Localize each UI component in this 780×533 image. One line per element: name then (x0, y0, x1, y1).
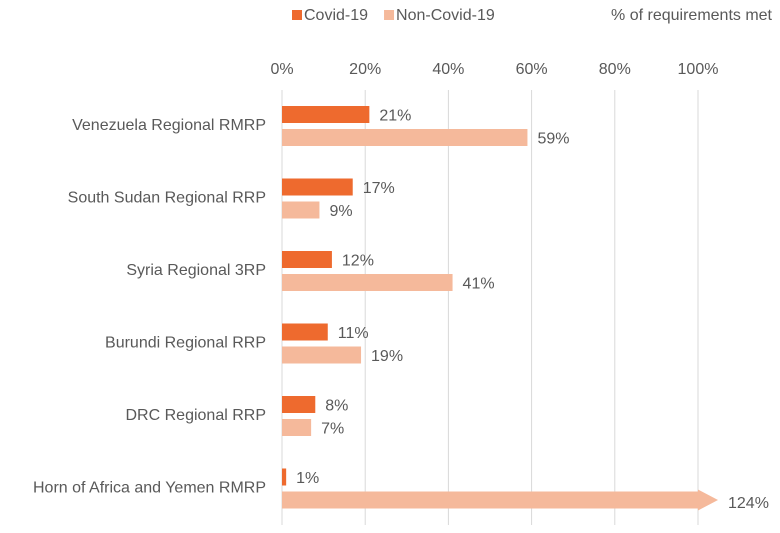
y-tick-label: DRC Regional RRP (126, 407, 267, 424)
bar (282, 201, 320, 219)
data-label: 8% (325, 398, 348, 415)
y-tick-label: Venezuela Regional RMRP (72, 117, 266, 134)
data-label: 9% (329, 203, 352, 220)
data-label: 59% (537, 131, 569, 148)
y-tick-label: Horn of Africa and Yemen RMRP (33, 480, 266, 497)
axis-title: % of requirements met (611, 7, 773, 24)
bar (282, 251, 332, 268)
x-tick-label: 40% (432, 61, 464, 78)
data-label: 21% (379, 108, 411, 125)
y-tick-label: Syria Regional 3RP (126, 262, 266, 279)
data-label: 17% (363, 180, 395, 197)
bar (282, 274, 453, 291)
bar (282, 346, 362, 364)
bar (282, 129, 528, 146)
data-label: 11% (338, 325, 369, 342)
bar (282, 178, 353, 196)
y-tick-label: Burundi Regional RRP (105, 335, 266, 352)
data-label: 12% (342, 253, 374, 270)
bar (282, 323, 328, 341)
x-tick-label: 20% (349, 61, 381, 78)
x-tick-label: 100% (678, 61, 719, 78)
data-label: 41% (463, 276, 495, 293)
x-tick-label: 60% (516, 61, 548, 78)
legend-label: Covid-19 (304, 7, 368, 24)
y-tick-label: South Sudan Regional RRP (68, 190, 266, 207)
overflow-arrow (698, 489, 718, 511)
data-label: 1% (296, 470, 319, 487)
data-label: 7% (321, 421, 344, 438)
legend-swatch (292, 10, 302, 20)
bar (282, 396, 316, 413)
legend-swatch (384, 10, 395, 20)
x-tick-label: 0% (270, 61, 293, 78)
bar (282, 468, 287, 486)
bar (282, 106, 370, 123)
bar (282, 419, 312, 436)
x-tick-label: 80% (599, 61, 631, 78)
legend-label: Non-Covid-19 (396, 7, 495, 24)
bar (282, 491, 698, 509)
data-label: 19% (371, 348, 403, 365)
data-label: 124% (728, 495, 769, 512)
